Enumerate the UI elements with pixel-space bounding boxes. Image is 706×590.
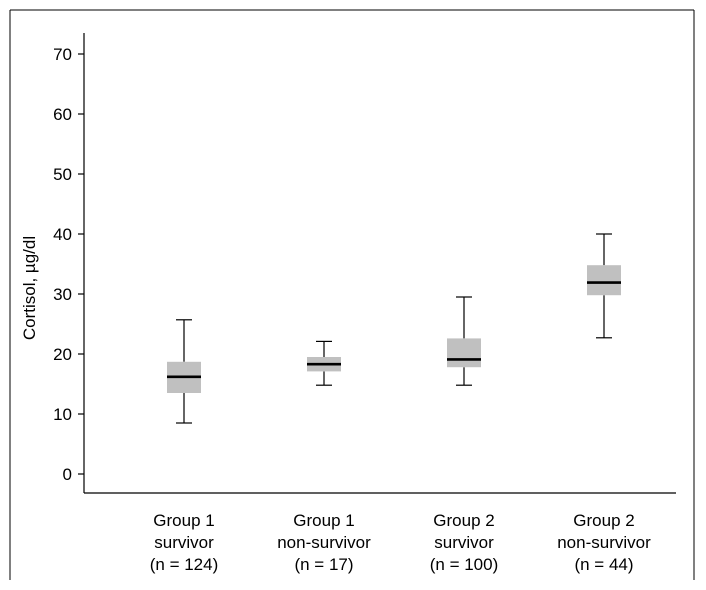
y-tick-label: 40 xyxy=(53,225,72,244)
iqr-box xyxy=(447,338,481,368)
category-label-line: (n = 100) xyxy=(430,555,499,574)
y-tick-label: 20 xyxy=(53,345,72,364)
category-labels: Group 1 survivor (n = 124) Group 1 non-survi… xyxy=(150,511,651,574)
category-label-line: (n = 17) xyxy=(294,555,353,574)
figure-frame xyxy=(9,9,695,580)
box-group-3 xyxy=(447,296,481,386)
box-group-1 xyxy=(167,319,201,424)
y-tick-label: 0 xyxy=(63,465,72,484)
category-label-1: Group 1 survivor (n = 124) xyxy=(150,511,219,574)
box-group-4 xyxy=(587,233,621,339)
boxes xyxy=(167,233,621,424)
y-tick-label: 10 xyxy=(53,405,72,424)
y-axis: 0 10 20 30 40 50 60 70 xyxy=(53,33,85,493)
y-tick-label: 70 xyxy=(53,45,72,64)
category-label-line: Group 1 xyxy=(153,511,214,530)
category-label-line: survivor xyxy=(434,533,494,552)
y-axis-title: Cortisol, µg/dl xyxy=(20,236,39,340)
category-label-4: Group 2 non-survivor (n = 44) xyxy=(557,511,651,574)
y-tick-label: 50 xyxy=(53,165,72,184)
category-label-line: (n = 44) xyxy=(574,555,633,574)
box-group-2 xyxy=(307,340,341,386)
category-label-line: Group 2 xyxy=(573,511,634,530)
category-label-line: non-survivor xyxy=(277,533,371,552)
category-label-2: Group 1 non-survivor (n = 17) xyxy=(277,511,371,574)
category-label-line: survivor xyxy=(154,533,214,552)
category-label-3: Group 2 survivor (n = 100) xyxy=(430,511,499,574)
category-label-line: Group 2 xyxy=(433,511,494,530)
category-label-line: non-survivor xyxy=(557,533,651,552)
y-tick-label: 30 xyxy=(53,285,72,304)
category-label-line: Group 1 xyxy=(293,511,354,530)
iqr-box xyxy=(587,265,621,296)
y-tick-label: 60 xyxy=(53,105,72,124)
category-label-line: (n = 124) xyxy=(150,555,219,574)
